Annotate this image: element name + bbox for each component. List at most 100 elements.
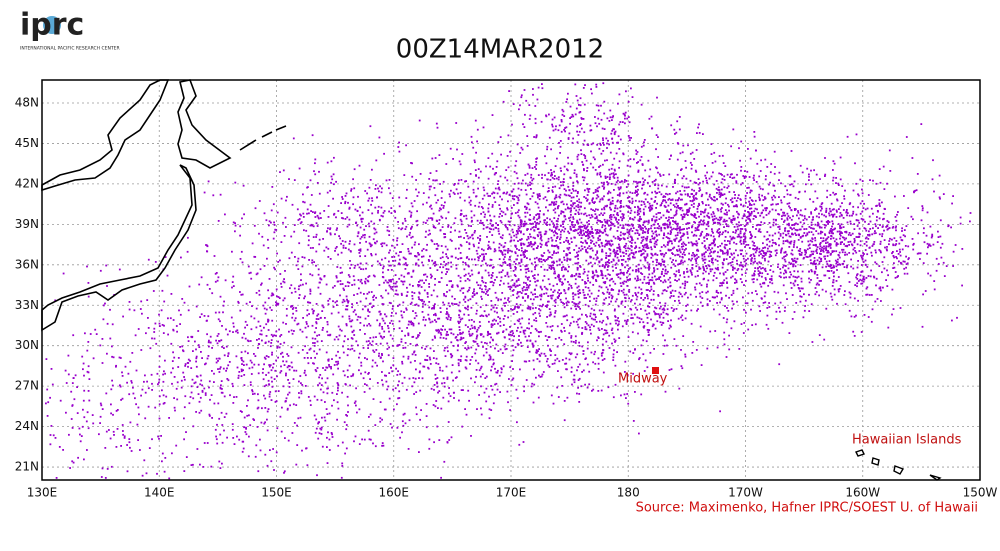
particle	[830, 295, 833, 298]
particle	[752, 281, 755, 284]
particle	[787, 232, 790, 235]
particle	[637, 279, 639, 281]
particle	[500, 250, 502, 252]
particle	[820, 230, 822, 233]
particle	[521, 287, 524, 290]
particle	[581, 279, 584, 281]
particle	[577, 257, 579, 260]
particle	[567, 281, 569, 283]
particle	[755, 181, 758, 183]
particle	[724, 202, 727, 205]
particle	[810, 227, 812, 229]
particle	[589, 256, 592, 259]
particle	[493, 310, 496, 313]
particle	[825, 238, 828, 241]
particle	[526, 202, 529, 205]
particle	[565, 253, 568, 255]
particle	[640, 200, 643, 203]
particle	[555, 260, 558, 263]
particle	[558, 278, 561, 281]
particle	[424, 236, 427, 238]
particle	[516, 329, 518, 332]
particle	[875, 182, 878, 185]
particle	[606, 234, 609, 237]
particle	[514, 244, 516, 247]
particle	[473, 294, 476, 296]
particle	[600, 271, 603, 274]
particle	[480, 385, 482, 388]
particle	[696, 309, 698, 312]
particle	[859, 178, 862, 181]
particle	[458, 316, 461, 319]
particle	[579, 266, 582, 268]
particle	[518, 262, 521, 265]
particle	[596, 125, 598, 128]
particle	[790, 218, 793, 221]
particle	[681, 256, 684, 259]
particle	[433, 187, 436, 189]
particle	[600, 212, 603, 215]
particle	[701, 254, 704, 257]
particle	[625, 323, 628, 325]
particle	[583, 168, 585, 170]
particle	[766, 250, 769, 253]
particle	[710, 213, 713, 216]
particle	[552, 284, 555, 287]
particle	[540, 260, 543, 263]
particle	[709, 270, 712, 273]
particle	[474, 264, 477, 266]
particle	[614, 300, 617, 303]
particle	[494, 279, 496, 281]
particle	[575, 189, 577, 192]
particle	[701, 253, 704, 256]
particle	[522, 441, 525, 443]
particle	[435, 263, 438, 266]
particle	[522, 297, 524, 299]
particle	[501, 198, 503, 201]
particle	[905, 136, 908, 138]
particle	[513, 308, 516, 310]
particle	[581, 248, 584, 250]
particle	[537, 245, 539, 248]
particle	[769, 181, 771, 184]
particle	[766, 166, 769, 168]
particle	[617, 247, 620, 249]
particle	[510, 239, 512, 242]
particle	[886, 269, 888, 272]
particle	[571, 205, 574, 208]
particle	[570, 192, 573, 194]
particle	[661, 260, 664, 263]
particle	[825, 248, 828, 251]
particle	[577, 254, 579, 256]
particle	[683, 233, 685, 236]
particle	[745, 219, 747, 222]
particle	[659, 276, 662, 278]
particle	[660, 193, 663, 196]
particle	[861, 200, 864, 203]
particle	[731, 177, 734, 179]
particle	[563, 193, 566, 196]
particle	[646, 329, 649, 331]
particle	[866, 286, 869, 289]
particle	[867, 194, 870, 196]
particle	[687, 194, 689, 197]
particle	[583, 271, 586, 273]
particle	[632, 256, 635, 259]
particle	[557, 273, 560, 276]
particle	[676, 253, 679, 256]
particle	[447, 211, 450, 214]
particle	[701, 230, 704, 233]
particle	[799, 228, 802, 231]
particle	[833, 250, 835, 253]
particle	[515, 388, 518, 391]
particle	[473, 290, 475, 293]
particle	[864, 249, 867, 251]
particle	[669, 276, 671, 279]
particle	[760, 262, 762, 265]
particle	[486, 290, 488, 293]
particle	[571, 383, 573, 386]
particle	[712, 231, 714, 234]
particle	[694, 254, 697, 257]
particle	[747, 217, 750, 220]
particle	[846, 264, 848, 267]
